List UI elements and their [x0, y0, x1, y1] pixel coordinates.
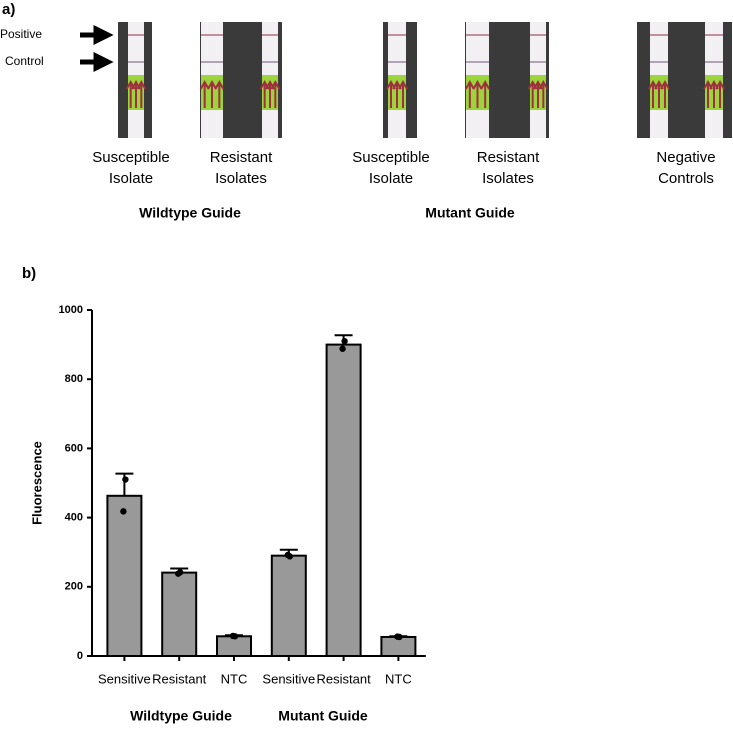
- data-point: [229, 632, 237, 640]
- data-point: [339, 345, 346, 352]
- panel-label: a): [2, 1, 15, 18]
- strip-label: Susceptible: [352, 149, 430, 166]
- group-label: Mutant Guide: [425, 205, 515, 221]
- arrow-label: Positive: [0, 27, 42, 41]
- arrows: [80, 24, 114, 73]
- data-point: [122, 476, 129, 483]
- data-point: [120, 508, 127, 515]
- bar: [270, 554, 307, 657]
- strip-label: Controls: [658, 170, 714, 187]
- bar: [325, 343, 362, 657]
- x-tick-label: NTC: [385, 671, 412, 686]
- y-axis-label: Fluorescence: [29, 441, 44, 525]
- x-tick-label: Resistant: [316, 671, 371, 686]
- data-point: [341, 337, 348, 345]
- x-tick-label: Resistant: [152, 671, 207, 686]
- strip-label: Resistant: [210, 149, 273, 166]
- strip-arrow: [472, 79, 483, 108]
- y-tick-label: 600: [65, 442, 83, 454]
- group-label: Mutant Guide: [278, 708, 368, 724]
- data-point: [284, 551, 291, 559]
- x-tick-label: Sensitive: [262, 671, 315, 686]
- strip-arrow: [715, 79, 725, 108]
- strip-label: Isolate: [109, 170, 153, 187]
- data-point: [175, 570, 182, 577]
- strip-arrow: [660, 79, 670, 108]
- x-tick-label: Sensitive: [98, 671, 151, 686]
- bar: [106, 494, 143, 657]
- strip-arrow: [199, 79, 210, 108]
- y-tick-label: 800: [65, 373, 83, 385]
- panel-label: b): [22, 265, 36, 282]
- strip-arrow: [270, 79, 281, 108]
- y-tick-label: 200: [65, 581, 83, 593]
- bar: [161, 571, 198, 658]
- strip-arrow: [480, 79, 491, 108]
- strip-arrow: [136, 79, 147, 108]
- strip-arrow: [538, 79, 549, 108]
- group-label: Wildtype Guide: [130, 708, 232, 724]
- strip-label: Isolates: [215, 170, 267, 187]
- arrow-label: Control: [5, 54, 44, 68]
- y-tick-label: 400: [65, 512, 83, 524]
- strip-arrow: [214, 79, 225, 108]
- strip-arrow: [464, 79, 475, 108]
- strip-label: Susceptible: [92, 149, 170, 166]
- strip-photos: [118, 22, 732, 138]
- y-tick-label: 1000: [59, 304, 83, 316]
- strip-label: Negative: [656, 149, 715, 166]
- y-tick-label: 0: [77, 650, 83, 662]
- strip-arrow: [207, 79, 217, 108]
- strip-label: Resistant: [477, 149, 540, 166]
- strip-label: Isolates: [482, 170, 534, 187]
- group-label: Wildtype Guide: [139, 205, 241, 221]
- strip-label: Isolate: [369, 170, 413, 187]
- x-tick-label: NTC: [221, 671, 248, 686]
- strip-arrow: [398, 79, 408, 108]
- data-point: [394, 633, 401, 640]
